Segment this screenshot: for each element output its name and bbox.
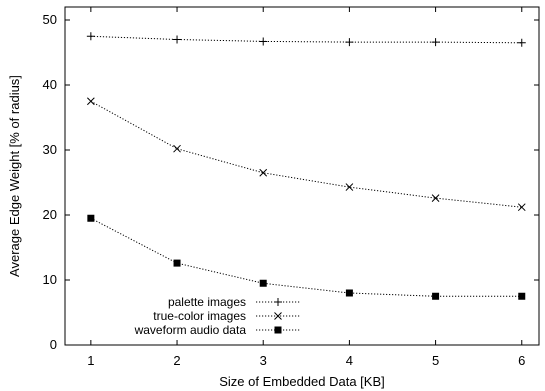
x-tick-label: 3 xyxy=(260,353,267,368)
data-point-plus xyxy=(259,37,268,46)
data-point-cross xyxy=(259,168,268,177)
data-point-cross xyxy=(345,183,354,191)
x-tick-label: 2 xyxy=(173,353,180,368)
x-tick-label: 6 xyxy=(518,353,525,368)
legend-label: waveform audio data xyxy=(134,323,247,337)
data-point-plus xyxy=(345,38,354,47)
data-point-square xyxy=(173,259,181,267)
legend-label: true-color images xyxy=(153,309,246,323)
y-tick-label: 20 xyxy=(43,207,57,222)
y-axis-title: Average Edge Weight [% of radius] xyxy=(7,75,22,277)
data-point-plus xyxy=(517,38,526,47)
legend-marker-cross xyxy=(274,312,282,320)
data-point-cross xyxy=(87,97,95,106)
data-point-square xyxy=(345,289,353,297)
series-layer xyxy=(86,32,526,300)
data-point-square xyxy=(87,214,95,222)
y-tick-label: 0 xyxy=(50,337,57,352)
y-tick-label: 50 xyxy=(43,12,57,27)
data-point-square xyxy=(518,292,526,300)
x-tick-label: 4 xyxy=(346,353,353,368)
data-point-plus xyxy=(431,38,440,47)
y-tick-label: 30 xyxy=(43,142,57,157)
data-point-square xyxy=(432,292,440,300)
data-point-square xyxy=(259,279,267,287)
data-point-plus xyxy=(173,35,182,44)
y-tick-label: 10 xyxy=(43,272,57,287)
x-axis-title: Size of Embedded Data [KB] xyxy=(219,374,384,389)
data-point-plus xyxy=(86,32,95,41)
data-point-cross xyxy=(173,144,181,153)
data-point-cross xyxy=(431,194,440,202)
x-tick-label: 1 xyxy=(87,353,94,368)
legend-label: palette images xyxy=(168,295,246,309)
legend-marker-plus xyxy=(274,298,282,306)
y-tick-label: 40 xyxy=(43,77,57,92)
x-tick-label: 5 xyxy=(432,353,439,368)
data-point-cross xyxy=(517,203,526,212)
series-line-1 xyxy=(90,35,522,44)
series-line-3 xyxy=(90,217,522,297)
plot-frame xyxy=(64,6,540,346)
legend-marker-square xyxy=(274,326,282,334)
axis-ticks: 0 10 20 30 40 50 1 2 3 4 5 6 xyxy=(43,7,539,368)
series-line-2 xyxy=(90,100,522,208)
